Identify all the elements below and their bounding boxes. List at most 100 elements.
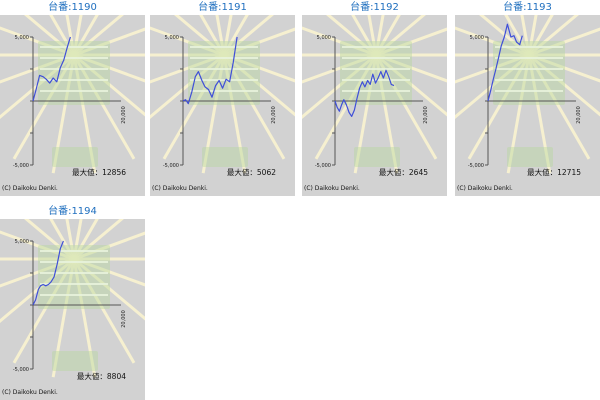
sunburst-ray [173, 15, 225, 57]
sunburst-ray [73, 257, 145, 287]
sunburst-ray [0, 53, 75, 120]
sunburst-ray [65, 15, 76, 56]
sunburst-ray [455, 26, 530, 57]
y-tick-label: -5,000 [13, 367, 29, 373]
machine-base-illustration [52, 351, 98, 371]
sunburst-ray [527, 54, 552, 174]
sunburst-ray [222, 15, 233, 56]
sunburst-ray [49, 15, 76, 56]
sunburst-ray [528, 15, 580, 57]
sunburst-ray [455, 53, 530, 84]
chart-card-1193: 台番:1193 5,000 -5,000 20,000 最大値：12715 (C) Da… [455, 0, 600, 196]
y-tick-label: -5,000 [163, 163, 179, 169]
sunburst-ray [375, 27, 447, 57]
sunburst-ray [150, 53, 225, 84]
y-tick-label: -5,000 [468, 163, 484, 169]
sunburst-ray [49, 219, 76, 260]
sunburst-ray [51, 258, 76, 378]
sunburst-ray [72, 219, 83, 260]
x-tick-label: 20,000 [271, 106, 277, 124]
y-tick-label: 5,000 [317, 35, 331, 41]
sunburst-ray [302, 53, 377, 84]
max-value-label: 最大値：8804 [77, 371, 126, 381]
sunburst-ray [215, 15, 226, 56]
chart-title-link[interactable]: 台番:1192 [350, 2, 399, 13]
sunburst-ray [73, 257, 145, 321]
sunburst-ray [51, 54, 76, 174]
machine-base-illustration [202, 147, 248, 167]
data-series-line [487, 23, 523, 102]
chart-card-1190: 台番:1190 5,000 -5,000 20,000 最大値：12856 (C) Da… [0, 0, 145, 196]
y-tick-label: 5,000 [470, 35, 484, 41]
sunburst-ray [73, 219, 125, 261]
sunburst-ray [527, 15, 554, 56]
sunburst-ray [222, 54, 286, 160]
sunburst-ray [467, 54, 531, 160]
copyright-text: (C) Daikoku Denki. [2, 389, 58, 396]
sunburst-ray [0, 257, 75, 324]
sunburst-ray [374, 15, 385, 56]
sunburst-ray [351, 15, 378, 56]
sunburst-ray [72, 258, 136, 364]
chart-svg: 5,000 -5,000 20,000 最大値：8804 (C) Daikoku Den… [0, 219, 145, 396]
copyright-text: (C) Daikoku Denki. [152, 185, 208, 192]
sunburst-ray [528, 53, 600, 117]
sunburst-ray [375, 53, 447, 83]
copyright-text: (C) Daikoku Denki. [457, 185, 513, 192]
sunburst-ray [72, 15, 99, 56]
max-value-label: 最大値：12715 [527, 167, 581, 177]
sunburst-ray [506, 54, 531, 174]
sunburst-ray [520, 15, 531, 56]
sunburst-ray [73, 53, 145, 83]
chart-panel: 5,000 -5,000 20,000 最大値：12856 (C) Daikoku De… [0, 15, 145, 196]
x-tick-label: 20,000 [576, 106, 582, 124]
y-tick-label: -5,000 [13, 163, 29, 169]
y-tick-label: 5,000 [15, 239, 29, 245]
sunburst-ray [73, 53, 145, 117]
y-tick-label: 5,000 [165, 35, 179, 41]
data-series-line [334, 69, 395, 118]
max-value-label: 最大値：5062 [227, 167, 276, 177]
max-value-label: 最大値：2645 [379, 167, 428, 177]
chart-title-link[interactable]: 台番:1191 [198, 2, 247, 13]
max-value-label: 最大値：12856 [72, 167, 126, 177]
chart-card-1191: 台番:1191 5,000 -5,000 20,000 最大値：5062 (C) Dai… [150, 0, 295, 196]
copyright-text: (C) Daikoku Denki. [304, 185, 360, 192]
sunburst-ray [73, 27, 145, 57]
sunburst-ray [72, 219, 99, 260]
sunburst-ray [504, 15, 531, 56]
chart-title-link[interactable]: 台番:1190 [48, 2, 97, 13]
sunburst-ray [223, 53, 295, 117]
sunburst-ray [72, 258, 97, 378]
sunburst-ray [0, 230, 75, 261]
chart-svg: 5,000 -5,000 20,000 最大値：12715 (C) Daikoku De… [455, 15, 600, 192]
sunburst-ray [223, 15, 275, 57]
sunburst-ray [527, 54, 591, 160]
sunburst-ray [325, 15, 377, 57]
sunburst-ray [478, 15, 530, 57]
sunburst-ray [223, 27, 295, 57]
sunburst-ray [72, 54, 136, 160]
sunburst-ray [12, 54, 76, 160]
sunburst-ray [72, 54, 97, 174]
sunburst-ray [150, 26, 225, 57]
sunburst-ray [65, 219, 76, 260]
sunburst-ray [0, 257, 75, 288]
chart-title-link[interactable]: 台番:1193 [503, 2, 552, 13]
sunburst-ray [0, 53, 75, 84]
machine-base-illustration [52, 147, 98, 167]
sunburst-ray [199, 15, 226, 56]
chart-svg: 5,000 -5,000 20,000 最大値：2645 (C) Daikoku Den… [302, 15, 447, 192]
x-tick-label: 20,000 [121, 310, 127, 328]
sunburst-ray [528, 53, 600, 83]
machine-illustration [493, 41, 565, 105]
data-series-line [32, 240, 64, 306]
sunburst-ray [73, 15, 125, 57]
sunburst-ray [314, 54, 378, 160]
sunburst-ray [73, 231, 145, 261]
data-series-line [182, 36, 238, 105]
sunburst-ray [455, 53, 530, 120]
chart-panel: 5,000 -5,000 20,000 最大値：8804 (C) Daikoku Den… [0, 219, 145, 400]
chart-title-link[interactable]: 台番:1194 [48, 206, 97, 217]
